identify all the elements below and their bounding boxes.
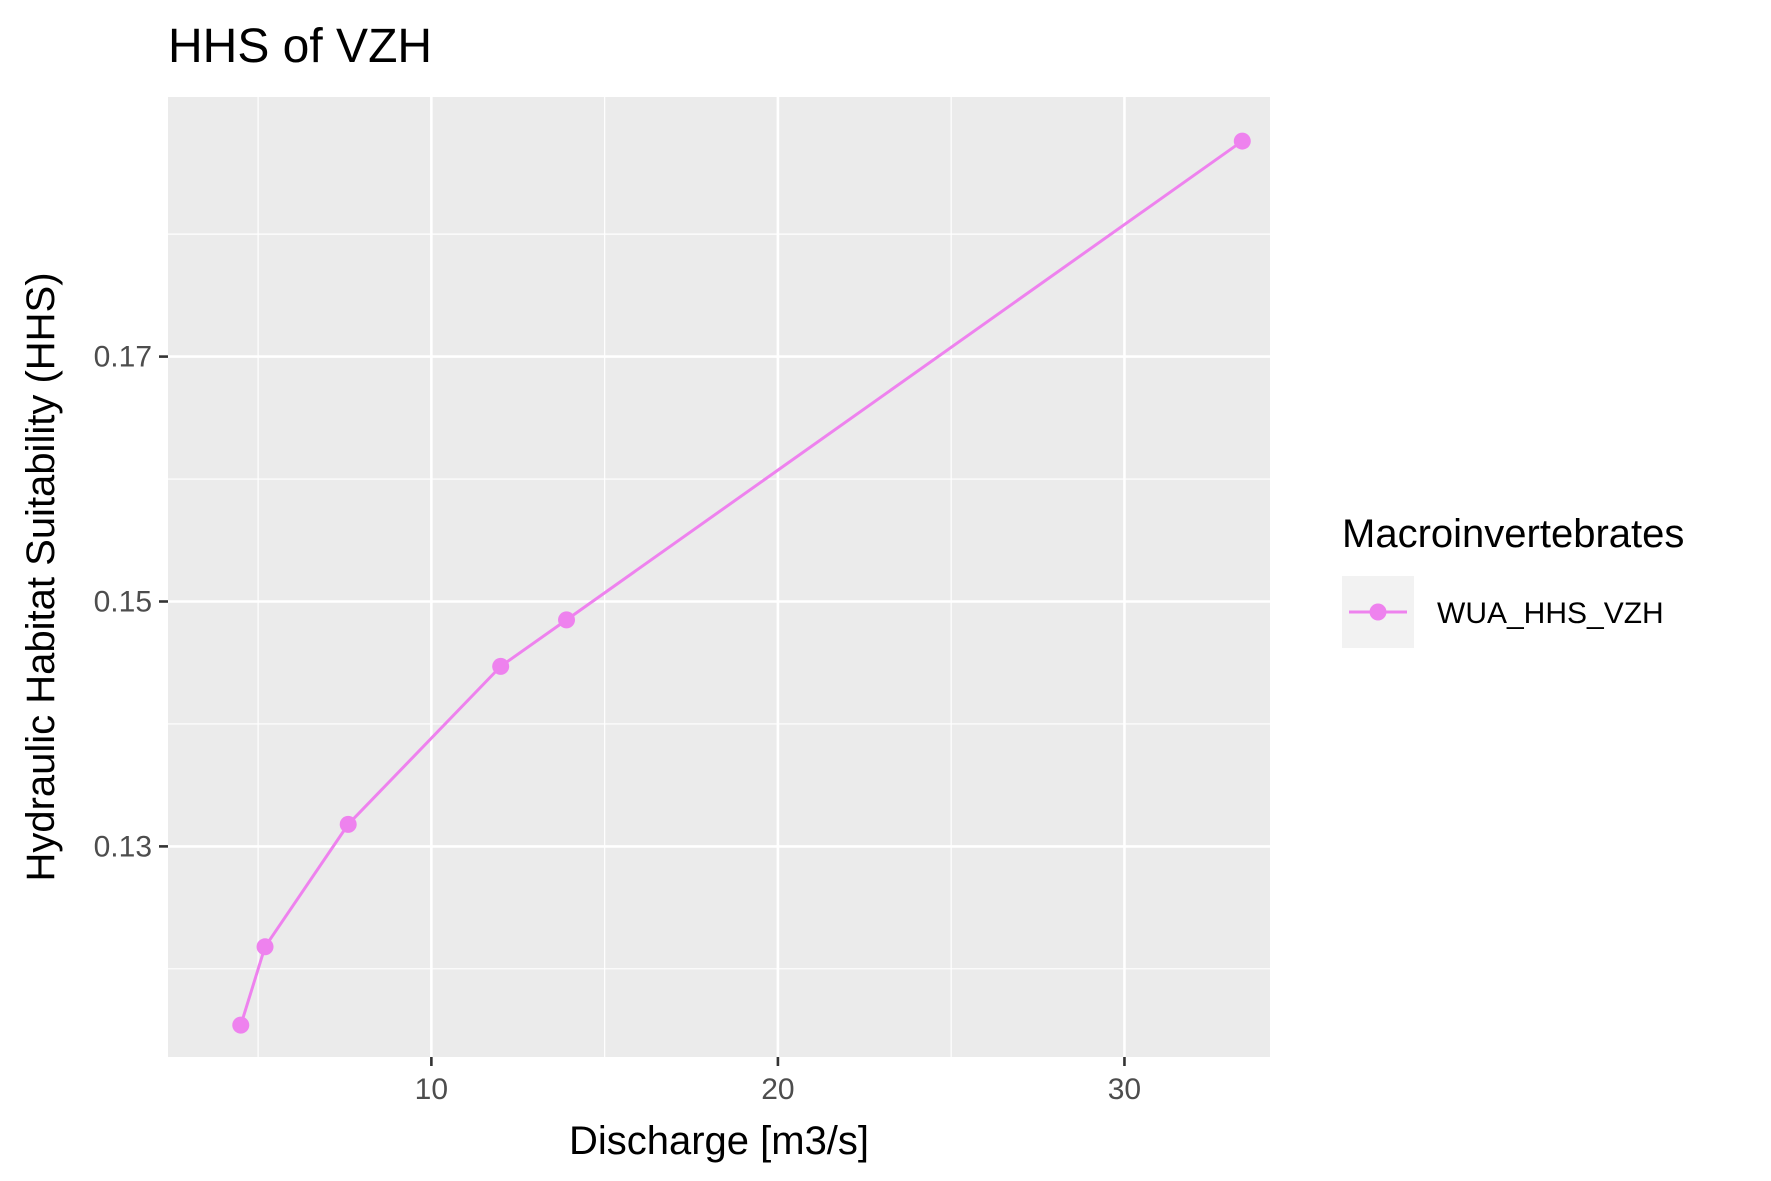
- data-point: [558, 611, 576, 629]
- minor-gridlines: [168, 97, 1270, 1057]
- data-point: [232, 1016, 250, 1034]
- data-point: [256, 938, 274, 956]
- y-axis-title: Hydraulic Habitat Suitability (HHS): [19, 272, 63, 881]
- x-tick-label: 20: [761, 1073, 794, 1106]
- legend-title: Macroinvertebrates: [1342, 512, 1684, 556]
- x-tick-label: 10: [415, 1073, 448, 1106]
- series-layer: [232, 132, 1251, 1034]
- major-gridlines: [168, 97, 1270, 1057]
- x-axis: 10 20 30: [415, 1057, 1141, 1106]
- legend: Macroinvertebrates WUA_HHS_VZH: [1342, 512, 1684, 648]
- series-line: [239, 139, 1244, 1026]
- y-tick-label: 0.13: [94, 830, 152, 863]
- data-point: [1233, 132, 1251, 150]
- legend-key-point: [1369, 603, 1387, 621]
- plot-panel: [168, 97, 1270, 1057]
- chart-title: HHS of VZH: [168, 20, 432, 73]
- data-point: [339, 815, 357, 833]
- y-tick-label: 0.17: [94, 341, 152, 374]
- legend-label: WUA_HHS_VZH: [1437, 597, 1664, 630]
- x-axis-title: Discharge [m3/s]: [569, 1119, 869, 1163]
- y-axis: 0.13 0.15 0.17: [94, 341, 168, 863]
- y-tick-label: 0.15: [94, 585, 152, 618]
- x-tick-label: 30: [1108, 1073, 1141, 1106]
- data-point: [492, 657, 510, 675]
